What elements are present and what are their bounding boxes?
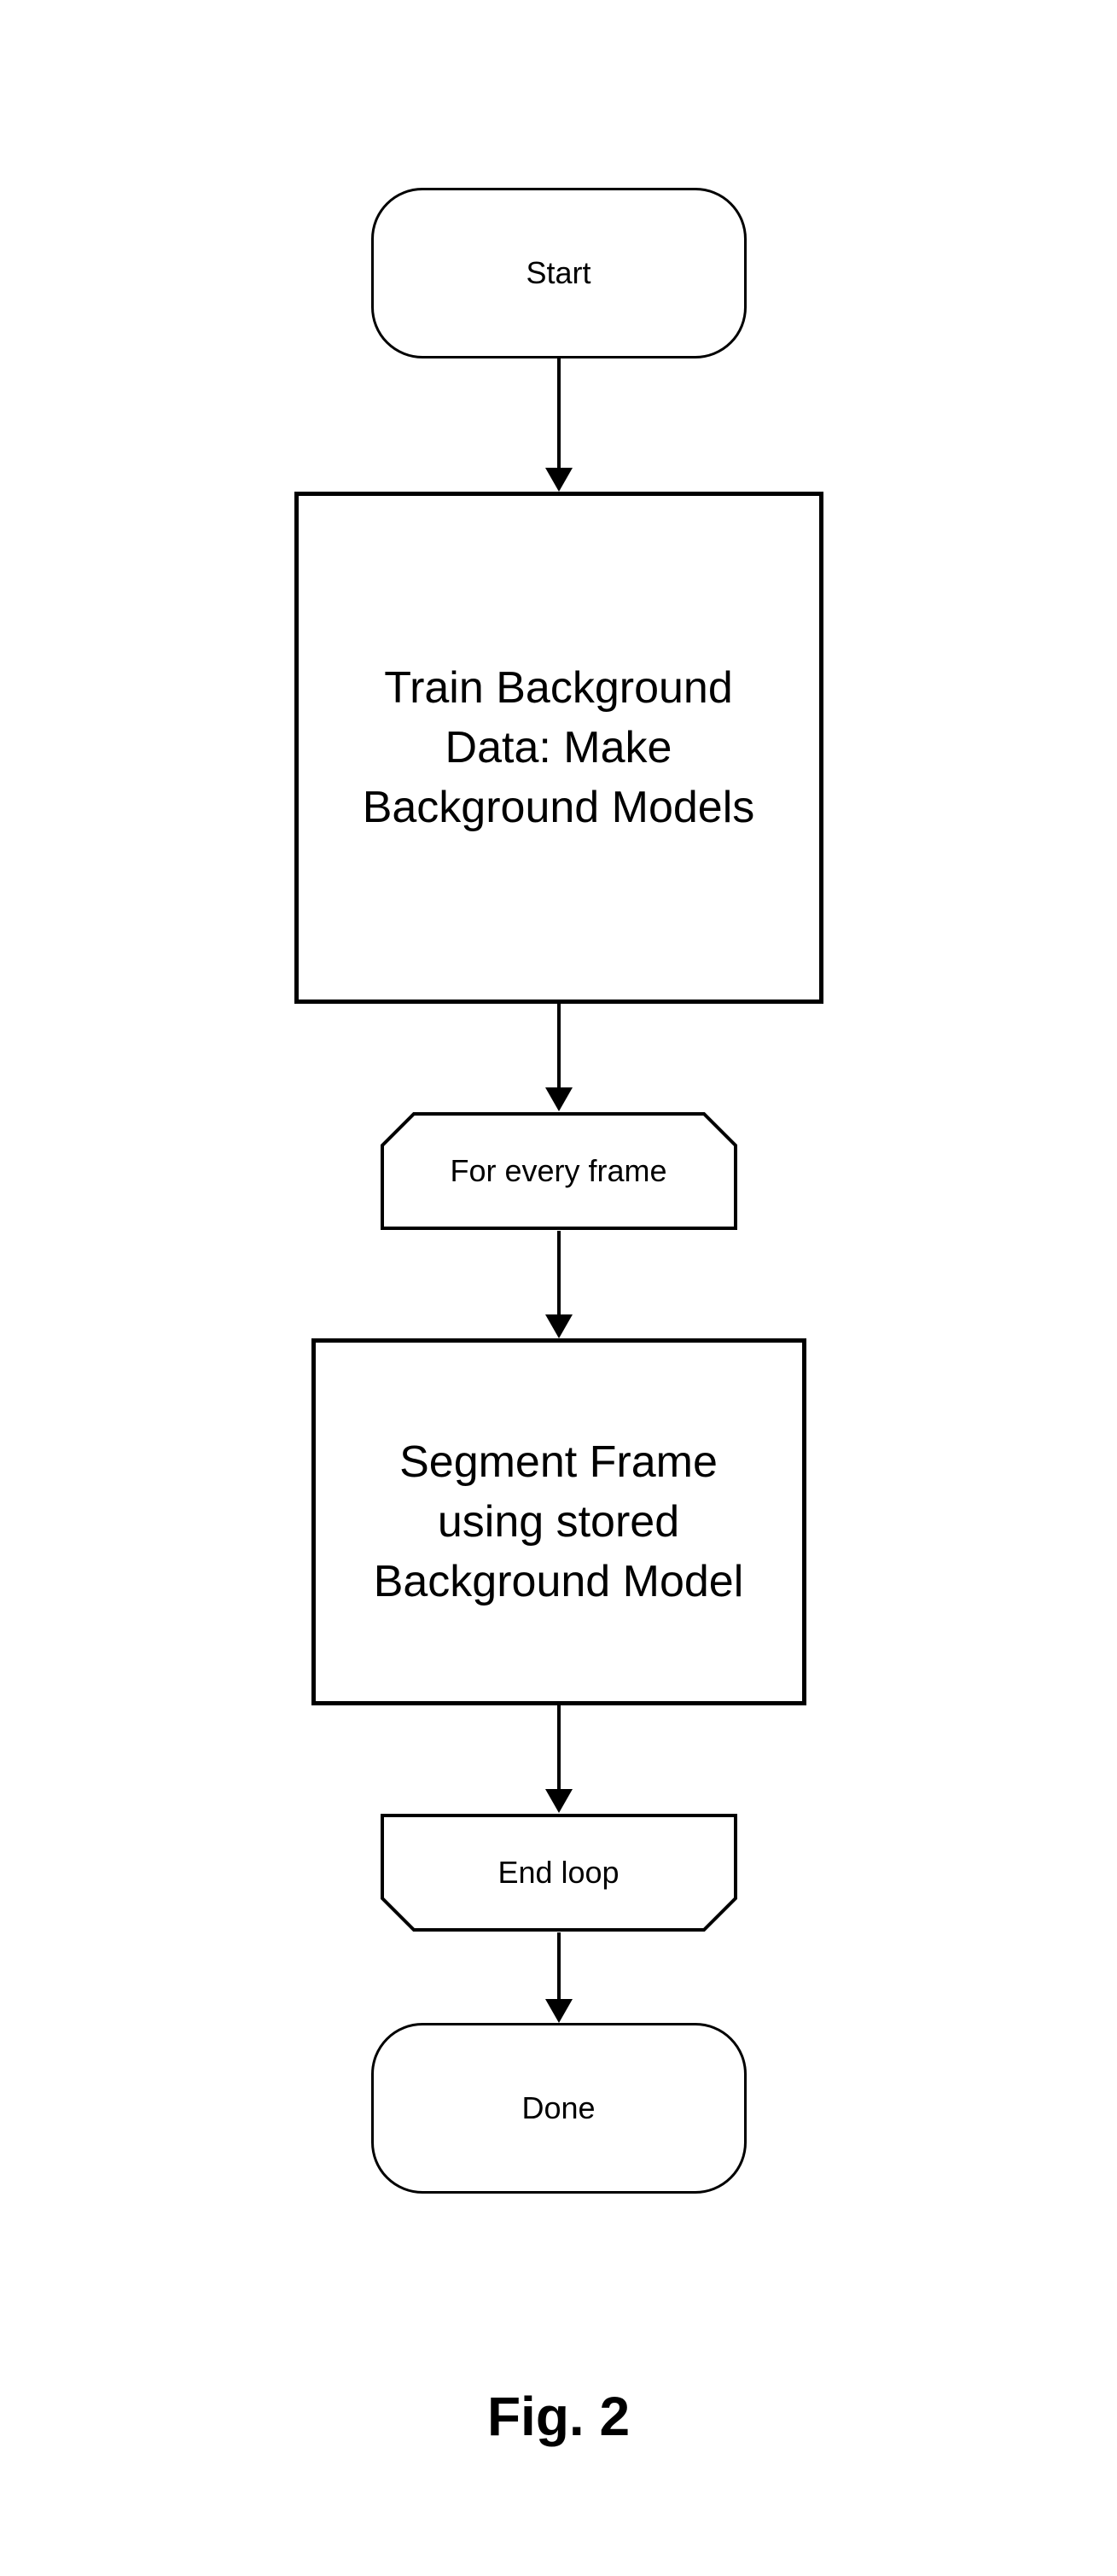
loop-end-label: End loop — [497, 1855, 619, 1891]
train-process: Train Background Data: Make Background M… — [294, 492, 823, 1004]
train-label: Train Background Data: Make Background M… — [333, 658, 785, 838]
done-label: Done — [521, 2090, 595, 2126]
start-terminal: Start — [371, 188, 747, 358]
flowchart: Start Train Background Data: Make Backgr… — [294, 188, 823, 2194]
arrow-5 — [545, 1932, 573, 2023]
start-label: Start — [526, 255, 590, 291]
arrow-2 — [545, 1004, 573, 1111]
arrow-1 — [545, 358, 573, 492]
loop-start-label: For every frame — [450, 1153, 666, 1189]
loop-start: For every frame — [380, 1111, 738, 1231]
figure-caption: Fig. 2 — [487, 2385, 630, 2448]
done-terminal: Done — [371, 2023, 747, 2194]
arrow-4 — [545, 1705, 573, 1813]
arrow-3 — [545, 1231, 573, 1338]
segment-label: Segment Frame using stored Background Mo… — [350, 1432, 768, 1612]
loop-end: End loop — [380, 1813, 738, 1932]
segment-process: Segment Frame using stored Background Mo… — [311, 1338, 806, 1705]
